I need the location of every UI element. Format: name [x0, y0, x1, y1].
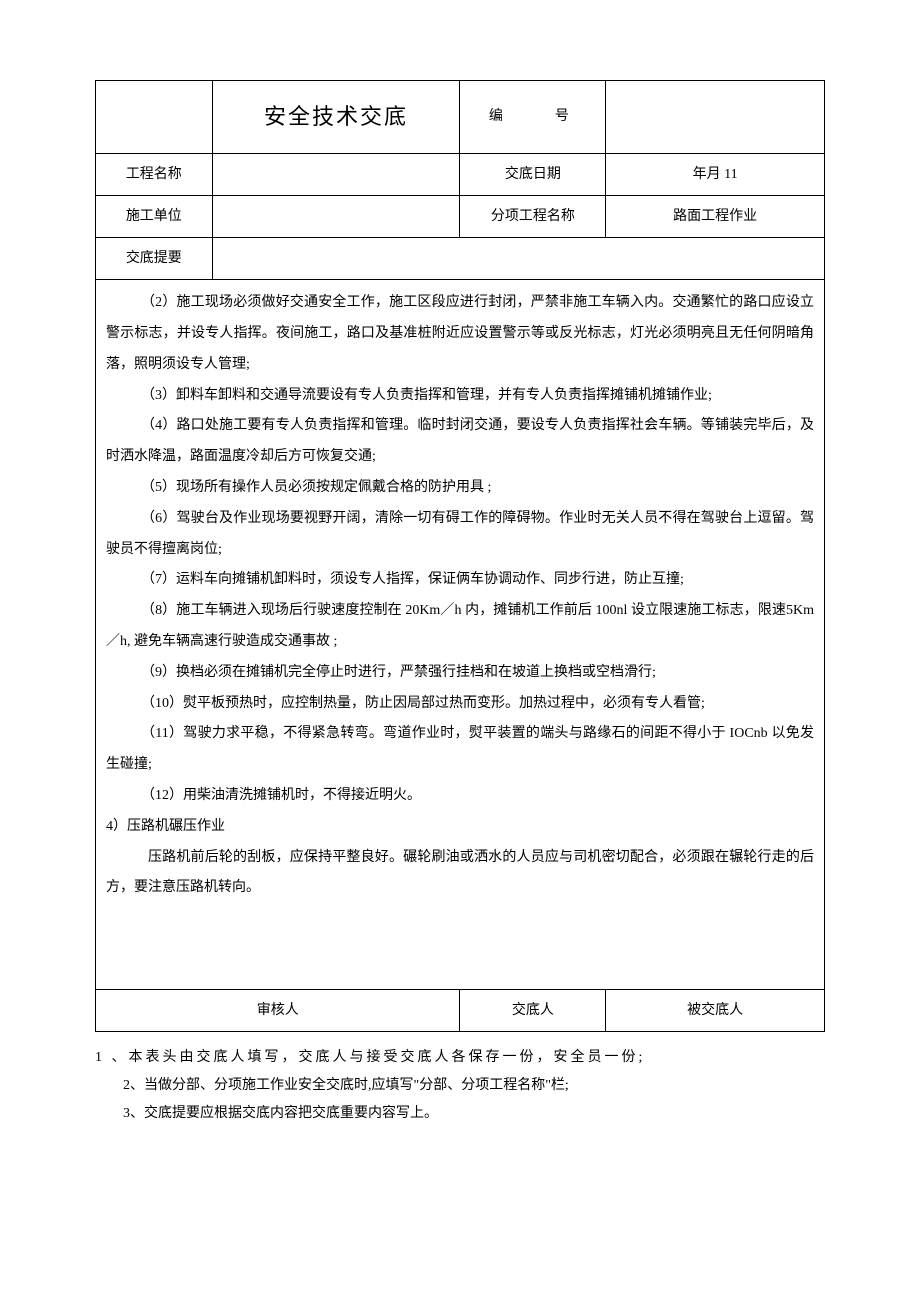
note-1: 1 、本表头由交底人填写，交底人与接受交底人各保存一份，安全员一份; — [95, 1044, 825, 1072]
sub-project-label: 分项工程名称 — [460, 195, 606, 237]
document-table: 安全技术交底 编 号 工程名称 交底日期 年月 11 施工单位 分项工程名称 路… — [95, 80, 825, 1032]
content-p6: （7）运料车向摊铺机卸料时，须设专人指挥，保证俩车协调动作、同步行进，防止互撞; — [106, 565, 814, 596]
unit-value — [212, 195, 460, 237]
summary-label: 交底提要 — [96, 237, 213, 279]
sub-project-value: 路面工程作业 — [606, 195, 825, 237]
receiver-cell: 被交底人 — [606, 990, 825, 1032]
note-2: 2、当做分部、分项施工作业安全交底时,应填写"分部、分项工程名称"栏; — [95, 1072, 825, 1100]
notes-section: 1 、本表头由交底人填写，交底人与接受交底人各保存一份，安全员一份; 2、当做分… — [95, 1044, 825, 1128]
note-3: 3、交底提要应根据交底内容把交底重要内容写上。 — [95, 1100, 825, 1128]
project-name-value — [212, 153, 460, 195]
content-p2: （3）卸料车卸料和交通导流要设有专人负责指挥和管理，并有专人负责指挥摊铺机摊铺作… — [106, 381, 814, 412]
content-p13: 压路机前后轮的刮板，应保持平整良好。碾轮刷油或洒水的人员应与司机密切配合，必须跟… — [106, 843, 814, 905]
content-p11: （12）用柴油清洗摊铺机时，不得接近明火。 — [106, 781, 814, 812]
content-p10: （11）驾驶力求平稳，不得紧急转弯。弯道作业时，熨平装置的端头与路缘石的间距不得… — [106, 719, 814, 781]
date-label: 交底日期 — [460, 153, 606, 195]
unit-label: 施工单位 — [96, 195, 213, 237]
content-p5: （6）驾驶台及作业现场要视野开阔，清除一切有碍工作的障碍物。作业时无关人员不得在… — [106, 504, 814, 566]
content-p3: （4）路口处施工要有专人负责指挥和管理。临时封闭交通，要设专人负责指挥社会车辆。… — [106, 411, 814, 473]
content-p7: （8）施工车辆进入现场后行驶速度控制在 20Km／h 内，摊铺机工作前后 100… — [106, 596, 814, 658]
content-p1: （2）施工现场必须做好交通安全工作，施工区段应进行封闭，严禁非施工车辆入内。交通… — [106, 288, 814, 380]
project-name-label: 工程名称 — [96, 153, 213, 195]
content-p8: （9）换档必须在摊铺机完全停止时进行，严禁强行挂档和在坡道上换档或空档滑行; — [106, 658, 814, 689]
code-value — [606, 81, 825, 154]
content-body: （2）施工现场必须做好交通安全工作，施工区段应进行封闭，严禁非施工车辆入内。交通… — [96, 280, 825, 990]
blank-cell — [96, 81, 213, 154]
summary-value — [212, 237, 824, 279]
title-cell: 安全技术交底 — [212, 81, 460, 154]
reviewer-label: 审核人 — [210, 998, 346, 1023]
content-p12: 4）压路机碾压作业 — [106, 812, 814, 843]
date-value: 年月 11 — [606, 153, 825, 195]
deliverer-cell: 交底人 — [460, 990, 606, 1032]
content-p9: （10）熨平板预热时，应控制热量，防止因局部过热而变形。加热过程中，必须有专人看… — [106, 689, 814, 720]
reviewer-cell: 审核人 — [96, 990, 460, 1032]
content-p4: （5）现场所有操作人员必须按规定佩戴合格的防护用具 ; — [106, 473, 814, 504]
code-label: 编 号 — [460, 81, 606, 154]
